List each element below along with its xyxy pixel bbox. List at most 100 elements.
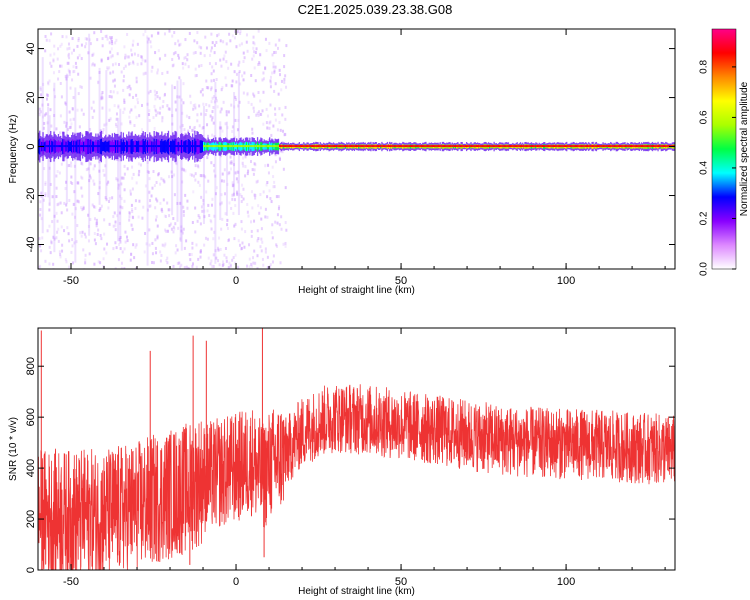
noise-speck [48, 79, 51, 83]
band-peak [572, 145, 574, 148]
noise-speck [152, 116, 155, 120]
band-peak [111, 145, 114, 148]
noise-speck [159, 201, 162, 205]
noise-speck [269, 197, 272, 201]
snr-y-tick-label: 0 [25, 567, 37, 573]
noise-speck [123, 74, 126, 78]
noise-speck [50, 64, 53, 68]
noise-speck [57, 239, 60, 243]
noise-speck [275, 243, 278, 247]
noise-speck [215, 99, 218, 103]
noise-speck [110, 95, 113, 99]
noise-speck [279, 73, 282, 77]
noise-speck [44, 182, 47, 186]
band-peak [258, 145, 260, 148]
band-peak [551, 145, 554, 148]
noise-speck [162, 178, 165, 182]
noise-speck [67, 52, 70, 56]
noise-speck [119, 247, 122, 251]
noise-speck [236, 30, 239, 34]
noise-speck [189, 173, 192, 177]
noise-speck [205, 190, 208, 194]
noise-speck [80, 206, 83, 210]
noise-speck [124, 64, 127, 68]
noise-speck [274, 153, 277, 157]
band-peak [428, 145, 430, 148]
noise-speck [219, 247, 222, 251]
noise-speck [105, 198, 108, 202]
band-peak [166, 145, 169, 148]
noise-speck [77, 39, 80, 43]
noise-speck [136, 97, 139, 101]
noise-speck [77, 37, 80, 41]
snr-y-tick-label: 400 [25, 459, 37, 477]
snr-y-tick-label: 600 [25, 408, 37, 426]
band-peak [329, 145, 331, 148]
noise-speck [76, 181, 79, 185]
noise-speck [48, 224, 51, 228]
noise-speck [285, 44, 288, 48]
noise-speck [93, 31, 96, 35]
band-peak [487, 145, 490, 148]
noise-speck [285, 228, 288, 232]
band-peak [526, 145, 528, 148]
noise-speck [195, 265, 198, 269]
noise-speck [242, 91, 245, 95]
noise-speck [196, 41, 199, 45]
band-peak [435, 145, 437, 148]
band-peak [173, 145, 175, 148]
band-peak [50, 145, 52, 148]
noise-speck [85, 42, 88, 46]
noise-speck [131, 227, 134, 231]
band-peak [277, 145, 280, 148]
noise-speck [233, 198, 236, 202]
band-peak [234, 145, 237, 148]
noise-speck [56, 203, 59, 207]
noise-speck [87, 51, 90, 55]
band-peak [626, 145, 628, 148]
noise-speck [94, 242, 97, 246]
noise-speck [129, 192, 132, 196]
band-peak [316, 145, 318, 148]
band-peak [156, 145, 159, 148]
band-peak [409, 145, 412, 148]
noise-speck [132, 39, 135, 43]
band-peak [152, 145, 154, 148]
band-peak [402, 145, 404, 148]
band-peak [123, 145, 126, 148]
noise-speck [122, 110, 125, 114]
noise-speck [128, 215, 131, 219]
noise-speck [52, 235, 55, 239]
band-peak [548, 145, 550, 148]
noise-speck [233, 70, 236, 74]
noise-speck [140, 103, 143, 107]
noise-speck [252, 92, 255, 96]
noise-speck [153, 126, 156, 130]
band-peak [190, 145, 193, 148]
noise-speck [38, 266, 41, 269]
noise-speck [129, 121, 132, 125]
noise-speck [226, 226, 229, 230]
noise-speck [240, 200, 243, 204]
noise-speck [89, 218, 92, 222]
band-peak [120, 145, 122, 148]
noise-speck [89, 174, 92, 178]
noise-speck [97, 81, 100, 85]
noise-speck [251, 206, 254, 210]
band-peak [417, 145, 419, 148]
noise-speck [131, 176, 134, 180]
band-peak [467, 145, 469, 148]
noise-speck [159, 106, 162, 110]
noise-speck [268, 41, 271, 45]
band-peak [270, 145, 272, 148]
band-peak [421, 145, 424, 148]
spectrum-y-tick-label: 0 [25, 143, 37, 149]
noise-speck [132, 172, 135, 176]
band-peak [515, 145, 517, 148]
noise-speck [222, 40, 225, 44]
band-peak [381, 145, 383, 148]
band-peak [393, 145, 395, 148]
band-peak [568, 145, 570, 148]
figure-title: C2E1.2025.039.23.38.G08 [298, 2, 453, 17]
noise-speck [192, 107, 195, 111]
